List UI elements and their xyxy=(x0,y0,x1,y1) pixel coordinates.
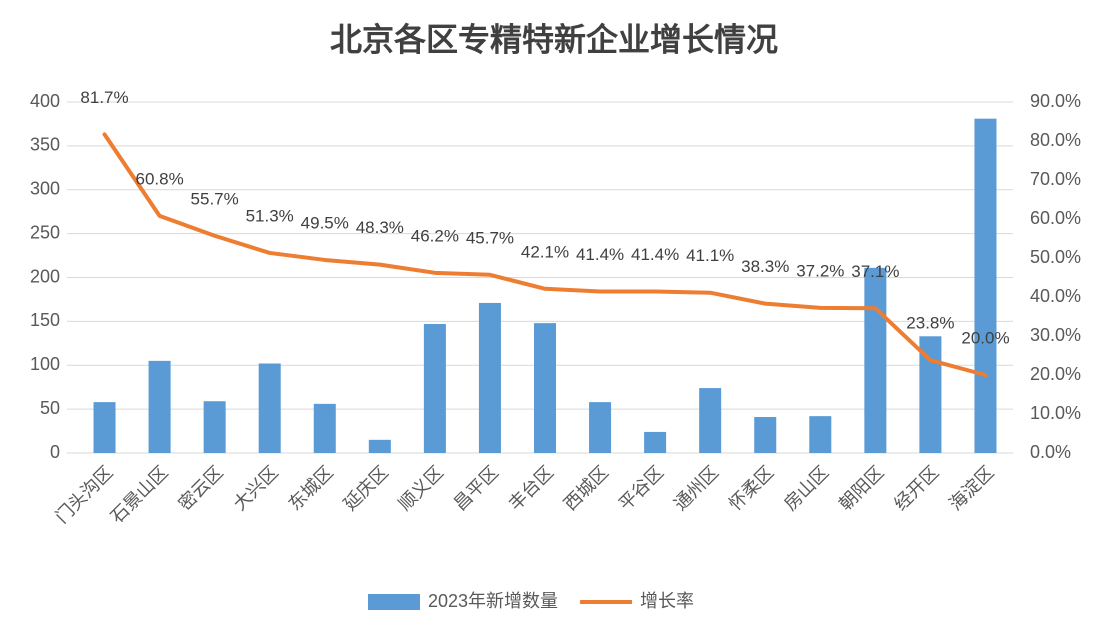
y2-tick-label: 20.0% xyxy=(1030,364,1081,384)
x-tick-label: 密云区 xyxy=(175,462,227,514)
y-tick-label: 250 xyxy=(30,222,60,242)
x-tick-label: 石景山区 xyxy=(107,462,172,527)
x-tick-label: 大兴区 xyxy=(230,462,282,514)
data-label: 37.1% xyxy=(851,262,899,281)
bar xyxy=(258,363,281,453)
y2-tick-label: 30.0% xyxy=(1030,325,1081,345)
data-label: 41.4% xyxy=(631,245,679,264)
data-label: 48.3% xyxy=(356,218,404,237)
data-label: 45.7% xyxy=(466,228,514,247)
data-label: 37.2% xyxy=(796,261,844,280)
y-tick-label: 100 xyxy=(30,354,60,374)
bar xyxy=(864,267,887,453)
x-tick-label: 顺义区 xyxy=(395,462,447,514)
data-label: 55.7% xyxy=(191,189,239,208)
bar xyxy=(533,323,557,453)
chart-title: 北京各区专精特新企业增长情况 xyxy=(330,21,778,59)
data-label: 20.0% xyxy=(961,328,1009,347)
bar xyxy=(974,118,997,454)
data-label: 46.2% xyxy=(411,226,459,245)
x-tick-label: 延庆区 xyxy=(340,462,392,514)
bar xyxy=(313,403,336,453)
y2-tick-label: 70.0% xyxy=(1030,169,1081,189)
y-tick-label: 150 xyxy=(30,310,60,330)
y2-tick-label: 80.0% xyxy=(1030,130,1081,150)
x-tick-label: 房山区 xyxy=(780,462,832,514)
x-tick-label: 丰台区 xyxy=(505,462,557,514)
y2-tick-label: 50.0% xyxy=(1030,247,1081,267)
y-tick-label: 50 xyxy=(40,398,60,418)
bar xyxy=(644,431,667,453)
legend-label: 2023年新增数量 xyxy=(428,591,558,611)
y-tick-label: 0 xyxy=(50,442,60,462)
y-tick-label: 300 xyxy=(30,179,60,199)
bar xyxy=(93,402,116,453)
bar xyxy=(203,401,226,453)
data-label: 60.8% xyxy=(135,169,183,188)
bar xyxy=(699,388,722,453)
y2-tick-label: 60.0% xyxy=(1030,208,1081,228)
y-tick-label: 200 xyxy=(30,266,60,286)
x-tick-label: 朝阳区 xyxy=(835,462,887,514)
line xyxy=(102,132,988,377)
data-label: 23.8% xyxy=(906,314,954,333)
bar xyxy=(368,439,391,453)
bar xyxy=(589,402,612,453)
y2-tick-label: 0.0% xyxy=(1030,442,1071,462)
x-tick-label: 昌平区 xyxy=(450,462,502,514)
bar xyxy=(148,360,171,453)
data-label: 41.4% xyxy=(576,245,624,264)
x-tick-label: 门头沟区 xyxy=(52,462,117,527)
data-label: 49.5% xyxy=(301,213,349,232)
bar xyxy=(754,417,777,453)
legend-item: 增长率 xyxy=(580,591,694,611)
bar xyxy=(478,302,501,453)
y2-tick-label: 10.0% xyxy=(1030,403,1081,423)
legend-item: 2023年新增数量 xyxy=(368,591,558,611)
bar xyxy=(919,336,942,453)
legend-swatch xyxy=(368,594,420,610)
data-label: 41.1% xyxy=(686,246,734,265)
x-tick-label: 通州区 xyxy=(670,462,722,514)
y-tick-label: 400 xyxy=(30,91,60,111)
data-label: 42.1% xyxy=(521,242,569,261)
x-tick-label: 平谷区 xyxy=(615,462,667,514)
x-tick-label: 东城区 xyxy=(285,462,337,514)
y2-tick-label: 90.0% xyxy=(1030,91,1081,111)
x-tick-label: 海淀区 xyxy=(945,462,997,514)
bar xyxy=(423,324,446,453)
x-tick-label: 西城区 xyxy=(560,462,612,514)
legend-label: 增长率 xyxy=(640,591,694,611)
y2-tick-label: 40.0% xyxy=(1030,286,1081,306)
data-label: 81.7% xyxy=(80,88,128,107)
bar xyxy=(809,416,832,453)
x-tick-label: 怀柔区 xyxy=(725,462,777,514)
x-tick-label: 经开区 xyxy=(890,462,942,514)
data-label: 51.3% xyxy=(246,206,294,225)
y-tick-label: 350 xyxy=(30,135,60,155)
data-label: 38.3% xyxy=(741,257,789,276)
